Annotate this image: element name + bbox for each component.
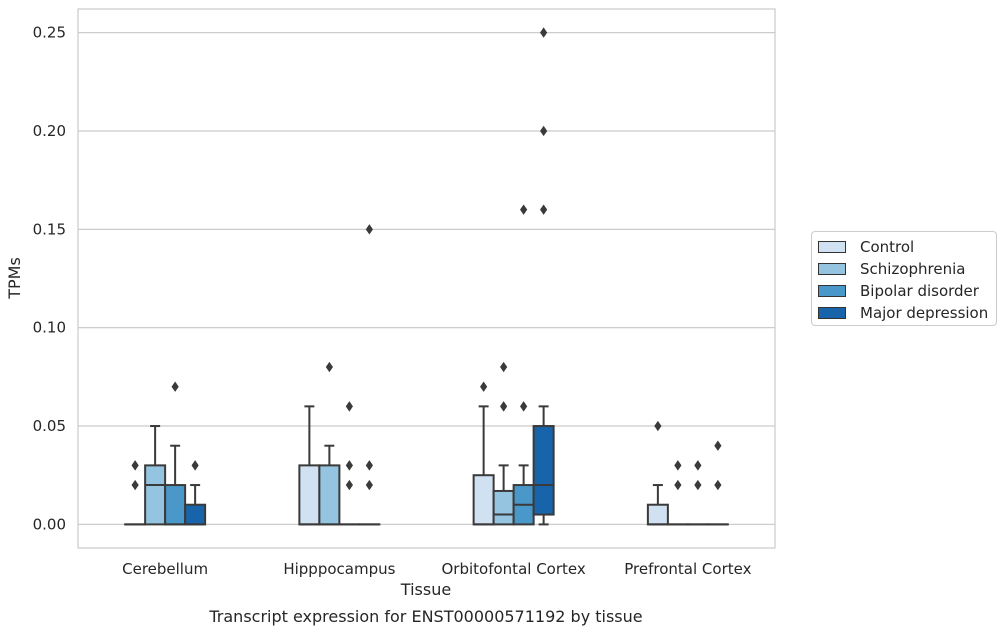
legend-item: Bipolar disorder xyxy=(812,280,996,302)
x-axis-ticks: Cerebellum Hipppocampus Orbitofontal Corte… xyxy=(122,560,751,578)
box-schizophrenia xyxy=(318,361,341,526)
gridlines xyxy=(78,31,775,526)
box-major-depression xyxy=(184,460,207,526)
outlier-point xyxy=(540,125,548,137)
outlier-point xyxy=(500,401,508,412)
box-control xyxy=(472,381,495,526)
outlier-point xyxy=(500,361,508,373)
outlier-point xyxy=(654,420,662,432)
outlier-point xyxy=(345,479,353,491)
y-tick-label: 0.20 xyxy=(33,122,66,140)
box-iqr xyxy=(298,464,321,526)
outlier-point xyxy=(131,479,139,491)
y-tick-label: 0.10 xyxy=(33,319,66,337)
y-tick-label: 0.15 xyxy=(33,220,66,238)
box-iqr xyxy=(646,503,669,526)
plot-area-frame xyxy=(77,8,776,549)
box-bipolar-disorder xyxy=(512,204,535,526)
box-schizophrenia xyxy=(492,361,515,526)
outlier-point xyxy=(694,460,702,471)
outlier-point xyxy=(365,224,373,235)
legend-swatch xyxy=(818,307,846,319)
x-tick-label: Orbitofontal Cortex xyxy=(442,560,586,578)
legend-label: Bipolar disorder xyxy=(860,282,979,300)
outlier-point xyxy=(171,381,179,392)
box-iqr xyxy=(532,425,555,516)
outlier-point xyxy=(520,401,528,412)
legend-item: Schizophrenia xyxy=(812,258,996,280)
legend-swatch xyxy=(818,241,846,253)
y-axis-label: TPMs xyxy=(5,257,24,300)
outlier-point xyxy=(345,460,353,471)
outlier-point xyxy=(325,361,333,373)
legend-item: Control xyxy=(812,236,996,258)
x-tick-label: Prefrontal Cortex xyxy=(624,560,751,578)
outlier-point xyxy=(714,440,722,451)
box-major-depression xyxy=(706,440,729,526)
box-control xyxy=(124,460,147,526)
outlier-point xyxy=(520,204,528,215)
legend-label: Major depression xyxy=(860,304,989,322)
box-bipolar-disorder xyxy=(686,460,709,526)
outlier-point xyxy=(540,27,548,38)
outlier-point xyxy=(345,401,353,412)
box-iqr xyxy=(144,464,167,526)
x-axis-label: Tissue xyxy=(400,580,451,599)
outlier-point xyxy=(714,479,722,491)
outlier-point xyxy=(674,460,682,471)
box-major-depression xyxy=(532,27,555,526)
box-bipolar-disorder xyxy=(338,401,361,526)
box-major-depression xyxy=(358,224,381,526)
y-axis-ticks: 0.00 0.05 0.10 0.15 0.20 0.25 xyxy=(33,24,66,534)
legend-swatch xyxy=(818,285,846,297)
x-tick-label: Cerebellum xyxy=(122,560,208,578)
box-series xyxy=(124,27,729,526)
box-bipolar-disorder xyxy=(164,381,187,526)
y-tick-label: 0.00 xyxy=(33,515,66,533)
box-control xyxy=(298,405,321,526)
outlier-point xyxy=(480,381,488,392)
legend: Control Schizophrenia Bipolar disorder Majo… xyxy=(811,231,997,326)
box-schizophrenia xyxy=(144,425,167,526)
outlier-point xyxy=(365,479,373,491)
box-iqr xyxy=(472,474,495,526)
legend-item: Major depression xyxy=(812,302,996,324)
chart-caption: Transcript expression for ENST0000057119… xyxy=(208,607,642,626)
box-control xyxy=(646,420,669,526)
outlier-point xyxy=(674,479,682,491)
legend-label: Control xyxy=(860,238,915,256)
legend-label: Schizophrenia xyxy=(860,260,966,278)
outlier-point xyxy=(131,460,139,471)
box-iqr xyxy=(164,484,187,526)
box-iqr xyxy=(318,464,341,526)
outlier-point xyxy=(540,204,548,215)
outlier-point xyxy=(365,460,373,471)
box-schizophrenia xyxy=(666,460,689,526)
y-tick-label: 0.05 xyxy=(33,417,66,435)
outlier-point xyxy=(694,479,702,491)
x-tick-label: Hipppocampus xyxy=(283,560,395,578)
y-tick-label: 0.25 xyxy=(33,24,66,42)
box-iqr xyxy=(492,489,515,526)
outlier-point xyxy=(191,460,199,471)
legend-swatch xyxy=(818,263,846,275)
box-iqr xyxy=(184,503,207,526)
